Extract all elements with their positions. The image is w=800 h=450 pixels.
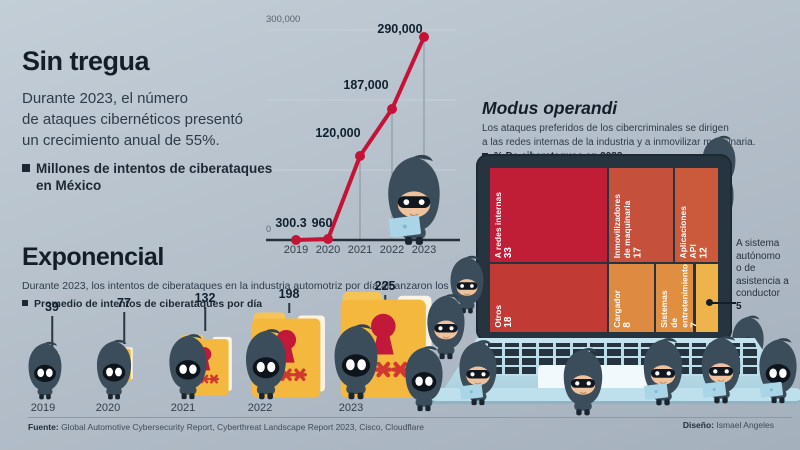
square-bullet-icon xyxy=(22,300,28,306)
leader-line xyxy=(51,316,53,350)
hacker-laptop-icon xyxy=(378,152,450,246)
cell-value: 12 xyxy=(698,247,710,259)
treemap-cell-sistema-autonomo xyxy=(695,264,718,332)
daily-value-2021: 132 xyxy=(194,291,216,305)
callout-line xyxy=(712,302,736,304)
hacker-icon xyxy=(556,346,610,416)
laptop-screen: A redes internas 33 Inmovilizadores de ma… xyxy=(476,154,732,342)
hacker-icon xyxy=(238,327,294,400)
value-label-2020: 960 xyxy=(311,216,333,230)
daily-value-2019: 39 xyxy=(45,300,59,314)
daily-value-2020: 77 xyxy=(117,296,131,310)
daily-year-2021: 2021 xyxy=(170,402,196,414)
attack-treemap: A redes internas 33 Inmovilizadores de ma… xyxy=(490,168,718,332)
expo-title: Exponencial xyxy=(22,243,164,271)
footer-divider xyxy=(28,417,792,418)
callout-value: 5 xyxy=(736,300,742,312)
intro-legend: Millones de intentos de ciberataques en … xyxy=(22,160,272,194)
daily-year-2019: 2019 xyxy=(30,402,56,414)
callout-label: A sistema autónomo o de asistencia a con… xyxy=(736,238,789,299)
hacker-icon xyxy=(326,322,386,400)
cell-value: 33 xyxy=(503,247,515,259)
square-bullet-icon xyxy=(22,164,30,172)
y-axis-zero-label: 0 xyxy=(266,224,272,234)
footer-design: Diseño: Ismael Angeles xyxy=(683,420,774,430)
treemap-cell-aplicaciones-api: Aplicaciones API 12 xyxy=(675,168,718,263)
footer-source: Fuente: Global Automotive Cybersecurity … xyxy=(28,422,424,432)
cell-value: 18 xyxy=(503,316,515,328)
hacker-icon xyxy=(162,332,214,400)
treemap-cell-inmovilizadores: Inmovilizadores de maquinaria 17 xyxy=(609,168,673,263)
cell-label: Sistemas de entretenimiento xyxy=(658,264,690,328)
design-text: Ismael Angeles xyxy=(713,420,774,430)
treemap-callout: A sistema autónomo o de asistencia a con… xyxy=(736,238,798,313)
leader-line xyxy=(123,312,125,344)
leader-line xyxy=(288,303,290,313)
hacker-laptop-icon xyxy=(694,334,748,404)
hacker-laptop-icon xyxy=(636,336,690,406)
y-axis-max-label: 300,000 xyxy=(266,14,301,25)
design-label: Diseño: xyxy=(682,420,714,430)
x-tick-2023: 2023 xyxy=(411,244,437,256)
value-label-2021: 120,000 xyxy=(315,126,361,140)
data-points xyxy=(291,32,429,245)
source-label: Fuente: xyxy=(28,422,59,432)
cell-label: Otros xyxy=(493,305,503,328)
hacker-laptop-icon xyxy=(452,338,504,406)
x-tick-2022: 2022 xyxy=(379,244,405,256)
cell-label: Inmovilizadores de maquinaria xyxy=(612,194,633,259)
value-label-2019: 300.3 xyxy=(275,216,307,230)
daily-year-2020: 2020 xyxy=(95,402,121,414)
x-tick-2019: 2019 xyxy=(283,244,309,256)
x-tick-2021: 2021 xyxy=(347,244,373,256)
cell-label: Aplicaciones API xyxy=(678,205,699,259)
attacks-line-chart xyxy=(266,29,460,245)
hacker-icon xyxy=(398,344,450,412)
modus-description: Los ataques preferidos de los cibercrimi… xyxy=(482,123,756,148)
cell-label: A redes internas xyxy=(493,192,503,259)
treemap-cell-otros: Otros 18 xyxy=(490,264,607,332)
daily-value-2023: 225 xyxy=(374,279,396,293)
intro-legend-label: Millones de intentos de ciberataques en … xyxy=(36,161,273,193)
treemap-cell-redes-internas: A redes internas 33 xyxy=(490,168,607,263)
hacker-icon xyxy=(90,338,138,400)
page-title: Sin tregua xyxy=(22,46,150,76)
x-tick-2020: 2020 xyxy=(315,244,341,256)
daily-year-2023: 2023 xyxy=(338,402,364,414)
modus-title: Modus operandi xyxy=(482,98,618,118)
expo-description: Durante 2023, los intentos de ciberataqu… xyxy=(22,280,473,292)
value-label-2022: 187,000 xyxy=(343,78,389,92)
leader-line xyxy=(384,295,386,301)
cell-label: Cargador xyxy=(612,290,623,328)
cell-value: 17 xyxy=(632,247,644,259)
daily-value-2022: 198 xyxy=(278,287,300,301)
source-text: Global Automotive Cybersecurity Report, … xyxy=(58,422,424,432)
value-label-2023: 290,000 xyxy=(377,22,423,36)
cell-value: 8 xyxy=(622,322,634,328)
callout-dot xyxy=(706,299,713,306)
leader-line xyxy=(204,307,206,331)
treemap-cell-cargador: Cargador 8 xyxy=(609,264,654,332)
hacker-laptop-icon xyxy=(752,336,800,404)
hacker-icon xyxy=(22,340,68,400)
treemap-cell-sistemas: Sistemas de entretenimiento7 xyxy=(655,264,701,332)
intro-description: Durante 2023, el número de ataques ciber… xyxy=(22,90,243,149)
daily-year-2022: 2022 xyxy=(247,402,273,414)
expo-legend-label: Promedio de intentos de ciberataques por… xyxy=(34,298,263,310)
